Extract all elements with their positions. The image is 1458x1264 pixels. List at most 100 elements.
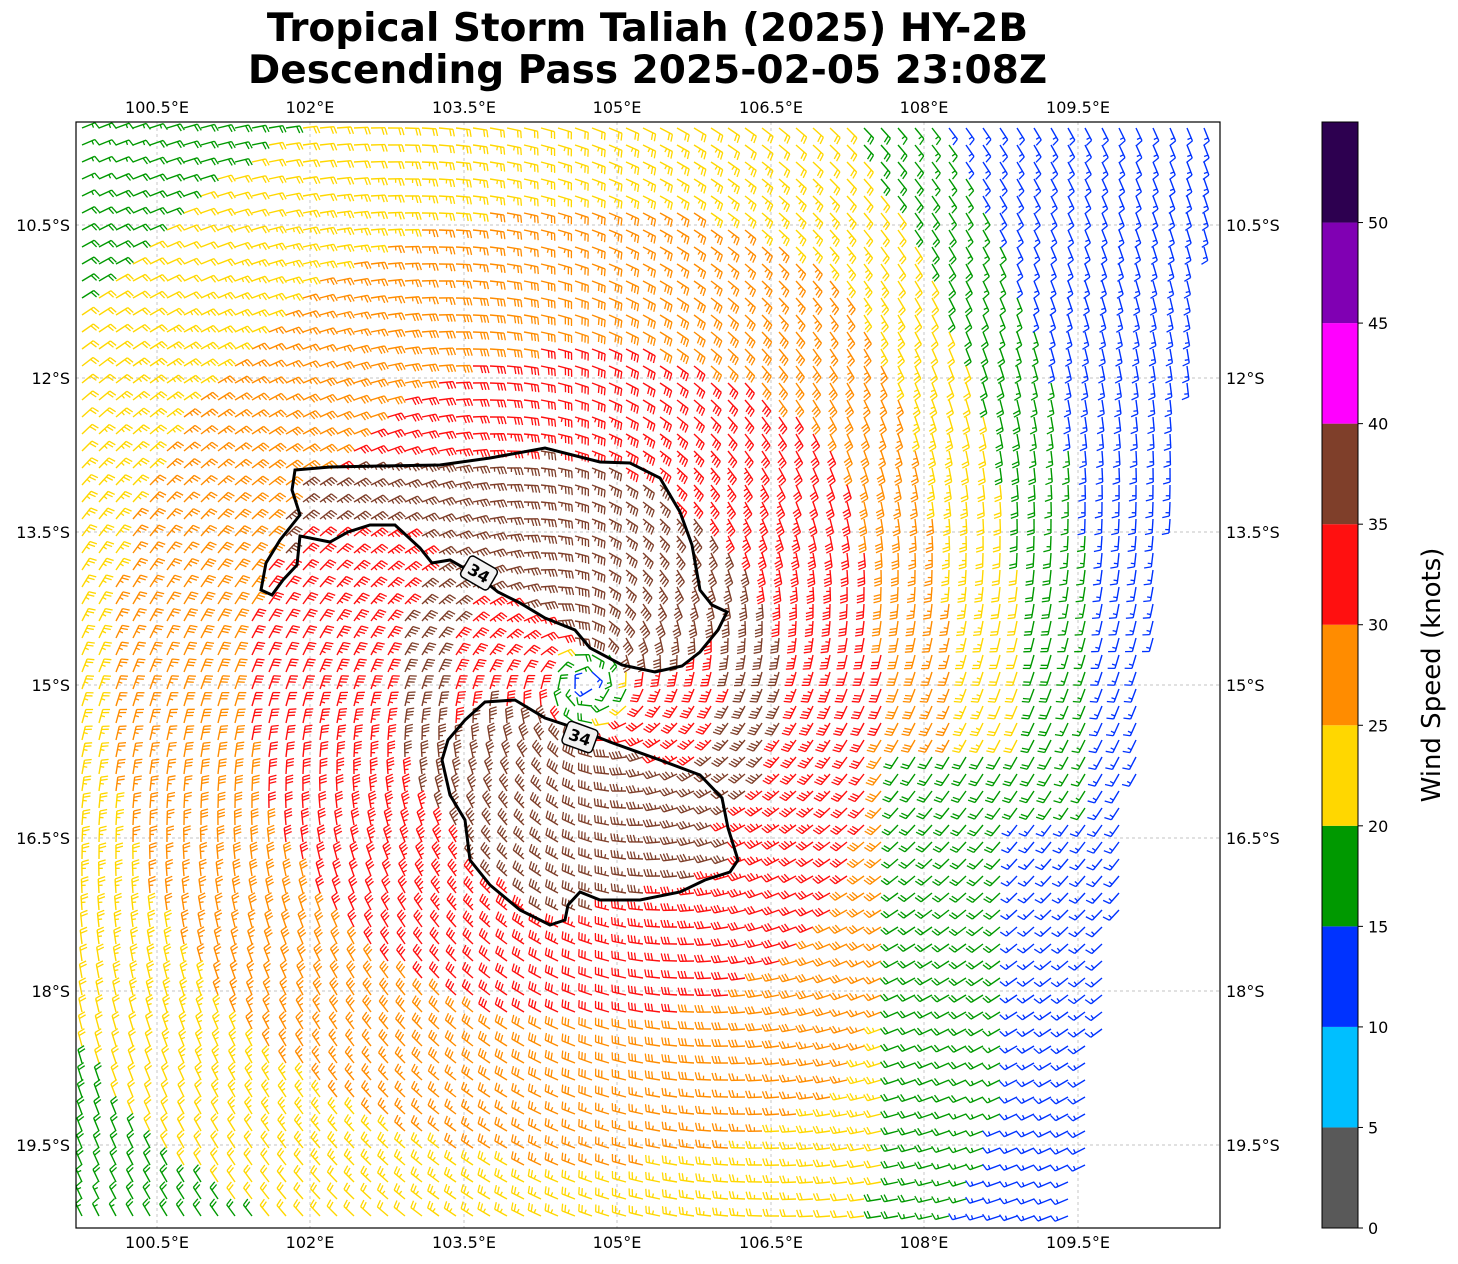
wind-barb xyxy=(513,808,525,826)
wind-barb xyxy=(379,960,389,979)
wind-barb xyxy=(149,541,166,554)
wind-barb xyxy=(404,412,423,422)
wind-barb xyxy=(812,974,831,984)
wind-barb xyxy=(594,1102,610,1115)
wind-barb xyxy=(591,586,606,600)
wind-barb xyxy=(404,262,422,271)
wind-barb xyxy=(132,708,144,724)
wind-barb xyxy=(421,229,439,238)
wind-barb xyxy=(610,900,627,911)
wind-barb xyxy=(1134,246,1142,265)
wind-barb xyxy=(792,518,802,537)
wind-barb xyxy=(863,875,882,885)
wind-barb xyxy=(898,858,916,869)
wind-barb xyxy=(880,178,891,197)
wind-barb xyxy=(251,508,269,520)
wind-barb xyxy=(956,620,967,637)
wind-barb xyxy=(557,195,573,208)
wind-barb xyxy=(285,175,304,184)
wind-barb xyxy=(506,314,523,325)
wind-barb xyxy=(727,773,746,784)
wind-barb xyxy=(910,484,919,503)
wind-barb xyxy=(115,641,129,656)
wind-barb xyxy=(625,484,639,500)
wind-barb xyxy=(540,365,556,377)
wind-barb xyxy=(829,263,840,282)
wind-barb xyxy=(948,127,958,146)
wind-barb xyxy=(438,675,451,690)
wind-barb xyxy=(948,280,957,299)
wind-barb xyxy=(992,535,1001,553)
wind-barb xyxy=(427,1149,440,1166)
wind-barb xyxy=(866,756,882,770)
wind-barb xyxy=(438,127,455,137)
wind-barb xyxy=(1019,756,1035,770)
wind-barb xyxy=(1064,382,1072,401)
wind-barb xyxy=(1103,824,1120,838)
wind-barb xyxy=(234,708,246,724)
wind-barb xyxy=(251,124,270,133)
wind-barb xyxy=(302,675,315,690)
wind-barb xyxy=(444,1012,457,1030)
wind-barb xyxy=(245,977,254,996)
wind-barb xyxy=(975,552,984,570)
wind-barb xyxy=(217,691,230,707)
wind-barb xyxy=(975,535,984,553)
wind-barb xyxy=(623,620,636,639)
wind-barb xyxy=(1067,229,1075,248)
wind-barb xyxy=(98,323,117,333)
colorbar-segment xyxy=(1322,624,1358,726)
wind-barb xyxy=(812,990,831,1001)
wind-barb xyxy=(511,946,525,962)
wind-barb xyxy=(268,675,281,690)
wind-barb xyxy=(710,855,729,865)
wind-barb xyxy=(931,1212,950,1221)
wind-barb xyxy=(1027,484,1036,503)
wind-barb xyxy=(285,326,304,335)
wind-barb xyxy=(176,1164,185,1183)
wind-barb xyxy=(147,892,156,911)
wind-barb xyxy=(455,297,473,306)
wind-barb xyxy=(625,586,638,604)
wind-barb xyxy=(880,1076,899,1086)
wind-barb xyxy=(267,807,276,826)
wind-barb xyxy=(95,960,104,979)
wind-barb xyxy=(750,671,763,687)
wind-barb xyxy=(964,314,973,333)
wind-barb xyxy=(710,921,729,931)
wind-barb xyxy=(966,858,984,870)
wind-barb xyxy=(611,1069,627,1081)
wind-barb xyxy=(142,1147,151,1166)
wind-barb xyxy=(574,348,589,361)
wind-barb xyxy=(1108,603,1120,619)
wind-barb xyxy=(728,1140,746,1149)
wind-barb xyxy=(472,611,491,622)
wind-barb xyxy=(251,442,270,452)
wind-barb xyxy=(404,312,423,322)
wind-barb xyxy=(758,535,768,554)
wind-barb xyxy=(676,195,690,211)
wind-barb xyxy=(744,972,763,982)
wind-barb xyxy=(148,858,157,877)
wind-barb xyxy=(728,1106,746,1115)
wind-barb xyxy=(1023,637,1035,653)
wind-barb xyxy=(846,127,858,145)
wind-barb xyxy=(410,1149,423,1166)
wind-barb xyxy=(132,658,146,673)
wind-barb xyxy=(1085,960,1103,971)
wind-barb xyxy=(361,1045,372,1064)
wind-barb xyxy=(846,992,865,1001)
wind-barb xyxy=(914,1195,933,1204)
wind-barb xyxy=(115,758,126,775)
wind-barb xyxy=(557,467,573,479)
wind-barb xyxy=(710,382,722,400)
wind-barb xyxy=(268,591,285,605)
wind-barb xyxy=(461,961,474,979)
wind-barb xyxy=(795,1041,814,1050)
wind-barb xyxy=(693,229,707,245)
wind-barb xyxy=(863,909,882,919)
wind-barb xyxy=(115,557,131,571)
wind-barb xyxy=(81,524,98,537)
wind-barb xyxy=(721,620,730,639)
wind-barb xyxy=(477,1047,491,1064)
